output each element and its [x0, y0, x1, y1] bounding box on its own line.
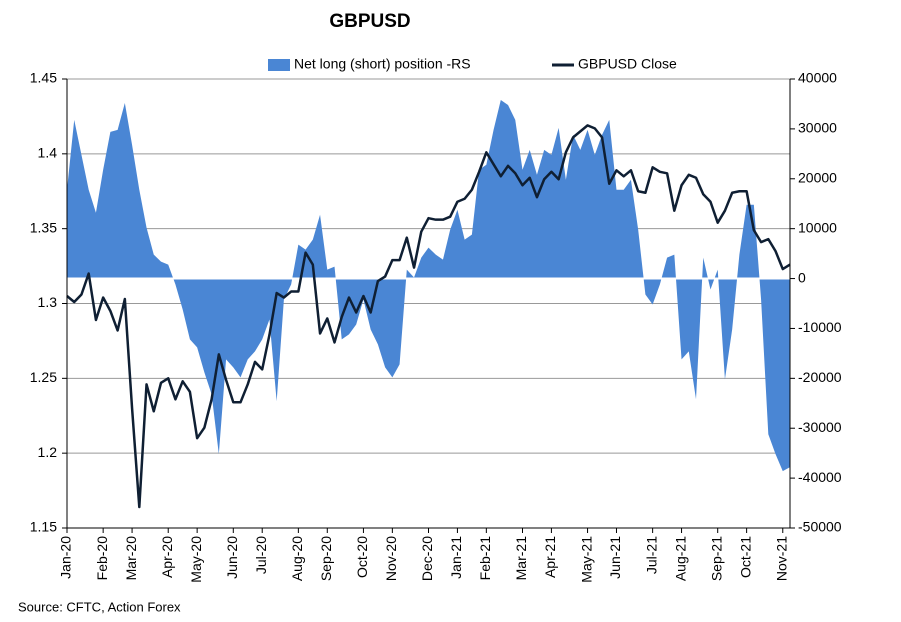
x-tick-label: Jul-21 — [643, 536, 659, 574]
x-tick-label: Jan-20 — [58, 536, 74, 579]
y2-tick-label: -10000 — [798, 319, 842, 335]
y2-tick-label: -20000 — [798, 369, 842, 385]
y2-tick-label: 0 — [798, 269, 806, 285]
legend-label: GBPUSD Close — [578, 56, 677, 72]
x-tick-label: Oct-20 — [354, 536, 370, 578]
line — [66, 124, 791, 509]
x-tick-label: Jun-21 — [607, 536, 623, 579]
x-tick-label: Nov-20 — [383, 536, 399, 581]
y2-tick-label: 10000 — [798, 219, 837, 235]
area — [67, 99, 790, 472]
y2-tick-label: 20000 — [798, 169, 837, 185]
x-tick-label: Apr-21 — [542, 536, 558, 578]
legend-swatch — [268, 59, 290, 71]
x-tick-label: Aug-21 — [672, 536, 688, 581]
x-tick-label: Sep-21 — [708, 536, 724, 581]
y-tick-label: 1.2 — [38, 444, 58, 460]
x-tick-label: Aug-20 — [289, 536, 305, 581]
y2-tick-label: 40000 — [798, 70, 837, 86]
x-tick-label: May-21 — [578, 536, 594, 583]
x-tick-label: Apr-20 — [159, 536, 175, 578]
x-tick-label: Nov-21 — [773, 536, 789, 581]
x-tick-label: Oct-21 — [737, 536, 753, 578]
x-tick-label: Dec-20 — [419, 536, 435, 581]
y2-tick-label: -30000 — [798, 419, 842, 435]
x-tick-label: May-20 — [188, 536, 204, 583]
x-tick-label: Jan-21 — [448, 536, 464, 579]
x-tick-label: Sep-20 — [318, 536, 334, 581]
x-tick-label: Mar-20 — [123, 536, 139, 581]
x-tick-label: Jun-20 — [224, 536, 240, 579]
legend-label: Net long (short) position -RS — [294, 56, 471, 72]
x-tick-label: Mar-21 — [513, 536, 529, 581]
chart-title: GBPUSD — [329, 11, 410, 32]
y2-tick-label: 30000 — [798, 120, 837, 136]
y-tick-label: 1.45 — [30, 70, 57, 86]
source-note: Source: CFTC, Action Forex — [18, 599, 181, 614]
y-tick-label: 1.25 — [30, 369, 57, 385]
y-tick-label: 1.35 — [30, 219, 57, 235]
x-tick-label: Feb-20 — [94, 536, 110, 581]
y-tick-label: 1.3 — [38, 294, 58, 310]
x-tick-label: Jul-20 — [253, 536, 269, 574]
y2-tick-label: -50000 — [798, 519, 842, 535]
x-tick-label: Feb-21 — [477, 536, 493, 581]
y-tick-label: 1.4 — [38, 145, 58, 161]
y-tick-label: 1.15 — [30, 519, 57, 535]
y2-tick-label: -40000 — [798, 469, 842, 485]
